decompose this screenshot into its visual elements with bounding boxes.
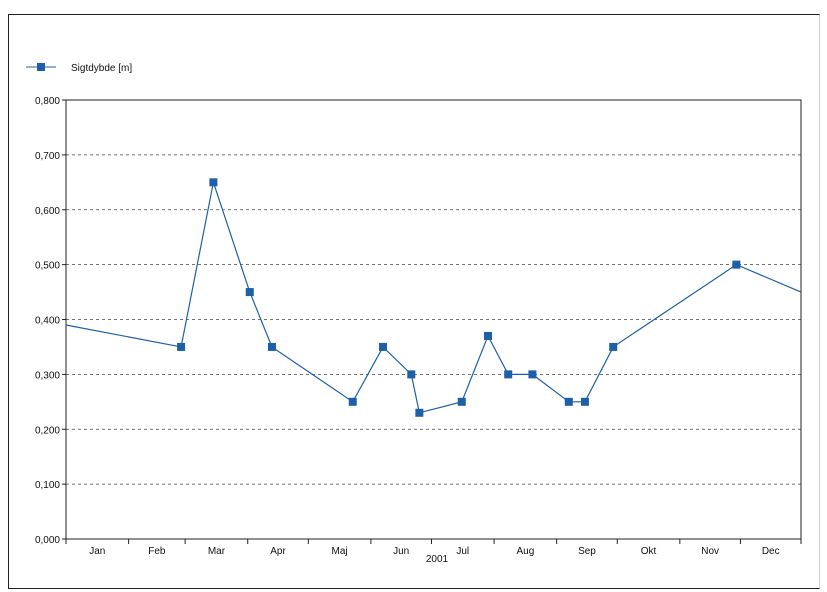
chart-frame (8, 14, 820, 589)
data-point (177, 342, 186, 351)
y-tick-label: 0,500 (35, 261, 60, 272)
data-point (379, 342, 388, 351)
y-tick-label: 0,200 (35, 425, 60, 436)
series-line (65, 179, 802, 414)
data-point (209, 178, 218, 187)
x-tick-label: Sep (578, 546, 596, 557)
x-tick-label: Feb (148, 546, 166, 557)
data-point (564, 397, 573, 406)
data-point (245, 288, 254, 297)
x-tick-label: Jan (89, 546, 105, 557)
data-point (528, 370, 537, 379)
y-tick-label: 0,300 (35, 370, 60, 381)
y-tick-label: 0,800 (35, 96, 60, 107)
data-point (457, 397, 466, 406)
axes: 0,000 0,100 0,200 0,300 0,400 0,500 0,600 0,700… (35, 96, 802, 557)
x-tick-label: Apr (270, 546, 286, 557)
data-point (407, 370, 416, 379)
y-tick-label: 0,100 (35, 480, 60, 491)
legend-label: Sigtdybde [m] (71, 63, 132, 74)
data-point (732, 260, 741, 269)
x-tick-label: Aug (516, 546, 534, 557)
data-point (415, 408, 424, 417)
x-tick-label: Nov (701, 546, 719, 557)
data-point (609, 342, 618, 351)
x-tick-label: Jun (393, 546, 409, 557)
y-tick-label: 0,400 (35, 316, 60, 327)
data-point (504, 370, 513, 379)
x-tick-label: Okt (641, 546, 657, 557)
y-tick-label: 0,000 (35, 535, 60, 546)
legend-marker (37, 63, 45, 71)
data-point (484, 331, 493, 340)
y-tick-label: 0,600 (35, 206, 60, 217)
grid (66, 154, 801, 485)
x-axis-label: 2001 (426, 554, 449, 565)
x-tick-label: Mar (208, 546, 226, 557)
legend: Sigtdybde [m] (26, 63, 132, 74)
x-tick-label: Jul (456, 546, 469, 557)
data-point (580, 397, 589, 406)
y-tick-label: 0,700 (35, 151, 60, 162)
data-point (348, 397, 357, 406)
x-tick-label: Dec (762, 546, 780, 557)
data-point (267, 342, 276, 351)
x-tick-label: Maj (332, 546, 348, 557)
series (65, 178, 802, 417)
